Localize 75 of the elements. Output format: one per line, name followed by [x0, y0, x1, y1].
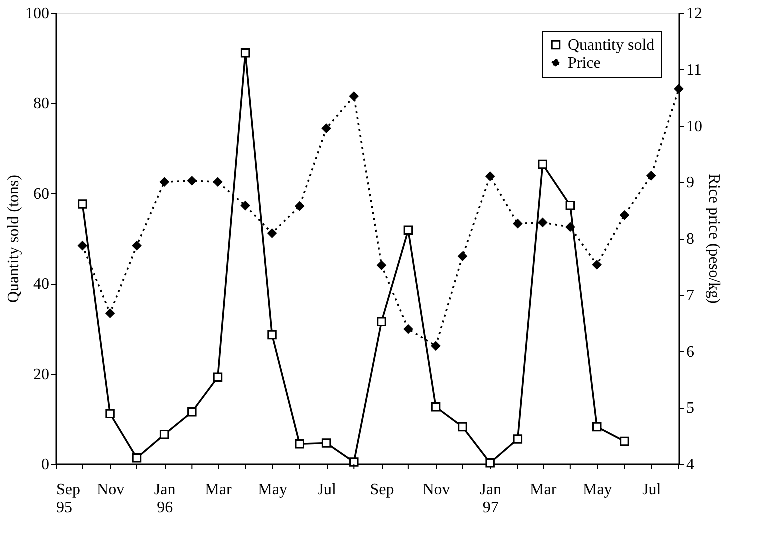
- legend-label: Price: [568, 55, 601, 72]
- point: [404, 226, 414, 236]
- point: [132, 241, 142, 250]
- point: [431, 342, 441, 351]
- point: [350, 458, 359, 467]
- y-tick-label: 20: [34, 366, 50, 384]
- x-tick-label: Sep 95: [56, 482, 80, 516]
- point: [486, 458, 495, 468]
- y2-axis-title: Rice price (peso/kg): [706, 174, 722, 304]
- point: [132, 454, 142, 463]
- y2-tick-label: 9: [686, 174, 694, 192]
- point: [674, 84, 684, 94]
- x-tick-label: Jul: [642, 482, 662, 498]
- point: [566, 222, 576, 232]
- y-tick-label: 60: [34, 186, 50, 203]
- point: [513, 434, 523, 444]
- y-tick-label: 100: [26, 6, 50, 22]
- legend-label: Quantity sold: [568, 37, 655, 54]
- y-tick-label: 40: [34, 276, 50, 294]
- point: [78, 200, 88, 209]
- point: [377, 317, 386, 327]
- point: [377, 260, 386, 270]
- y2-tick-label: 8: [686, 231, 694, 248]
- point: [538, 160, 548, 170]
- x-tick-label: Sep: [370, 482, 394, 498]
- point: [458, 252, 468, 262]
- x-tick-label: Jul: [318, 482, 337, 498]
- y-tick-label: 80: [34, 96, 50, 113]
- point: [592, 260, 602, 270]
- y2-tick-label: 6: [686, 344, 694, 361]
- x-tick-label: Mar: [530, 482, 558, 498]
- point: [188, 176, 197, 186]
- point: [188, 408, 197, 417]
- point: [620, 436, 630, 446]
- point: [106, 308, 115, 318]
- y2-tick-label: 7: [686, 287, 694, 304]
- point: [513, 219, 523, 228]
- point: [106, 409, 115, 419]
- point: [213, 178, 223, 187]
- point: [295, 202, 304, 211]
- point: [160, 430, 170, 440]
- point: [592, 422, 602, 432]
- point: [268, 228, 277, 238]
- point: [213, 372, 223, 382]
- point: [458, 422, 468, 432]
- point: [295, 440, 304, 449]
- y-axis-title: Quantity sold (tons): [6, 175, 22, 303]
- x-tick-label: Nov: [97, 482, 125, 498]
- point: [322, 124, 332, 134]
- x-tick-label: May: [582, 482, 612, 498]
- y2-tick-label: 10: [686, 118, 702, 136]
- x-tick-label: Jan 96: [154, 482, 176, 516]
- y2-tick-label: 11: [686, 62, 702, 79]
- point: [486, 172, 495, 182]
- x-tick-label: Mar: [205, 482, 232, 498]
- y-tick-label: 0: [42, 456, 50, 474]
- point: [160, 178, 170, 187]
- point: [620, 210, 630, 220]
- point: [646, 171, 656, 181]
- point: [431, 402, 441, 412]
- point: [322, 438, 332, 448]
- x-tick-label: Jan 97: [480, 482, 502, 516]
- x-tick-label: Nov: [422, 482, 450, 498]
- point: [240, 48, 250, 58]
- point: [350, 92, 359, 102]
- y2-tick-label: 4: [686, 456, 694, 474]
- y2-tick-label: 12: [686, 6, 702, 22]
- point: [404, 324, 414, 334]
- y2-tick-label: 5: [686, 400, 694, 418]
- x-tick-label: May: [258, 482, 288, 498]
- point: [566, 200, 576, 210]
- point: [78, 241, 88, 250]
- point: [240, 201, 250, 210]
- point: [268, 330, 277, 340]
- point: [538, 218, 548, 228]
